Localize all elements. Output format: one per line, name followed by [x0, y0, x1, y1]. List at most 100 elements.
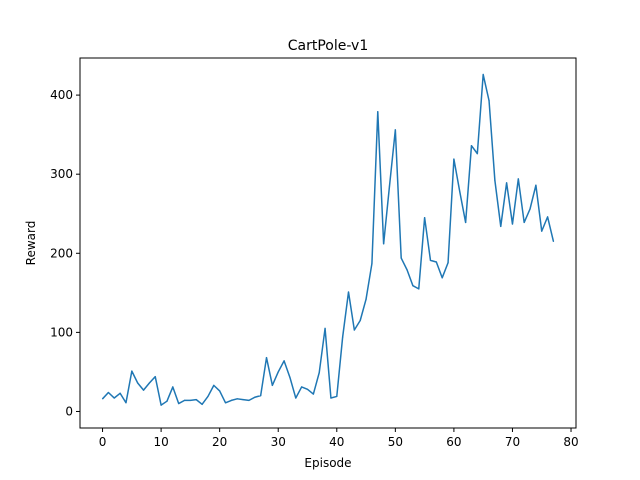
data-point — [195, 399, 197, 401]
data-point — [541, 230, 543, 232]
data-point — [172, 386, 174, 388]
data-point — [371, 262, 373, 265]
data-point — [301, 386, 303, 388]
data-point — [429, 259, 432, 261]
data-point — [207, 395, 209, 398]
data-point — [148, 382, 150, 384]
data-point — [342, 336, 344, 338]
data-point — [213, 384, 215, 386]
data-point — [178, 402, 180, 405]
data-point — [511, 223, 514, 225]
data-point — [359, 319, 361, 322]
x-tick-label: 60 — [446, 435, 461, 449]
plot-frame — [79, 57, 577, 429]
data-point — [488, 100, 490, 102]
x-tick-label: 10 — [153, 435, 168, 449]
data-point — [365, 298, 367, 300]
data-point — [312, 393, 314, 395]
y-tick-label: 400 — [50, 88, 73, 102]
data-point — [377, 111, 379, 113]
data-point — [101, 398, 104, 400]
data-point — [552, 240, 555, 243]
data-point — [125, 402, 127, 404]
data-point — [289, 376, 291, 379]
y-tick-label: 200 — [50, 246, 73, 260]
x-tick-label: 50 — [388, 435, 403, 449]
data-point — [142, 389, 145, 391]
data-point — [494, 179, 496, 182]
x-tick-label: 40 — [329, 435, 344, 449]
y-tick-label: 100 — [50, 325, 73, 339]
y-tick-label: 0 — [65, 404, 73, 418]
x-axis-label: Episode — [304, 456, 351, 470]
data-point — [336, 395, 338, 398]
data-point — [500, 225, 502, 227]
data-point — [529, 208, 531, 210]
data-point — [107, 391, 109, 394]
x-tick-label: 70 — [505, 435, 520, 449]
data-point — [453, 158, 455, 160]
data-point — [406, 269, 408, 271]
data-point — [441, 277, 443, 279]
x-tick-label: 30 — [271, 435, 286, 449]
data-point — [383, 243, 385, 245]
axis-ticks: 0 10 20 30 40 50 60 70 80 0 100 200 300 400 — [50, 88, 579, 449]
y-axis-label: Reward — [24, 221, 38, 266]
data-point — [482, 73, 484, 76]
data-point — [201, 403, 203, 405]
data-point — [476, 153, 478, 155]
data-point — [254, 396, 256, 398]
data-point — [400, 257, 402, 259]
data-point — [183, 399, 186, 401]
data-point — [459, 190, 461, 193]
data-point — [154, 376, 156, 378]
data-point — [435, 261, 437, 263]
chart-title: CartPole-v1 — [288, 38, 368, 54]
data-point — [470, 145, 473, 147]
data-point — [412, 285, 414, 287]
data-point — [189, 399, 191, 401]
data-point — [318, 372, 320, 374]
data-point — [517, 178, 519, 180]
reward-series-line — [101, 73, 555, 406]
data-point — [242, 399, 244, 401]
data-point — [394, 129, 396, 131]
data-point — [523, 221, 525, 224]
data-point — [260, 395, 262, 397]
data-point — [224, 402, 227, 404]
data-point — [131, 370, 133, 372]
data-point — [283, 360, 285, 362]
data-point — [219, 390, 221, 392]
data-point — [113, 397, 115, 399]
data-point — [330, 397, 332, 399]
data-point — [166, 400, 168, 402]
data-point — [418, 288, 420, 290]
data-point — [236, 398, 238, 400]
data-point — [388, 185, 391, 187]
data-point — [265, 357, 268, 359]
data-point — [230, 399, 232, 401]
data-point — [277, 371, 279, 373]
y-tick-label: 300 — [50, 167, 73, 181]
data-point — [465, 221, 467, 224]
data-point — [353, 329, 355, 331]
series-layer — [101, 73, 555, 406]
data-point — [137, 382, 139, 384]
data-point — [306, 388, 309, 390]
data-point — [547, 216, 549, 218]
x-tick-label: 0 — [99, 435, 107, 449]
data-point — [119, 392, 121, 394]
data-point — [324, 327, 326, 330]
data-point — [295, 397, 297, 399]
data-point — [506, 182, 508, 184]
data-point — [347, 291, 350, 293]
data-point — [271, 384, 273, 386]
x-tick-label: 20 — [212, 435, 227, 449]
data-point — [447, 262, 449, 264]
data-point — [160, 404, 162, 406]
data-point — [248, 399, 250, 401]
x-tick-label: 80 — [563, 435, 578, 449]
data-point — [424, 217, 426, 219]
